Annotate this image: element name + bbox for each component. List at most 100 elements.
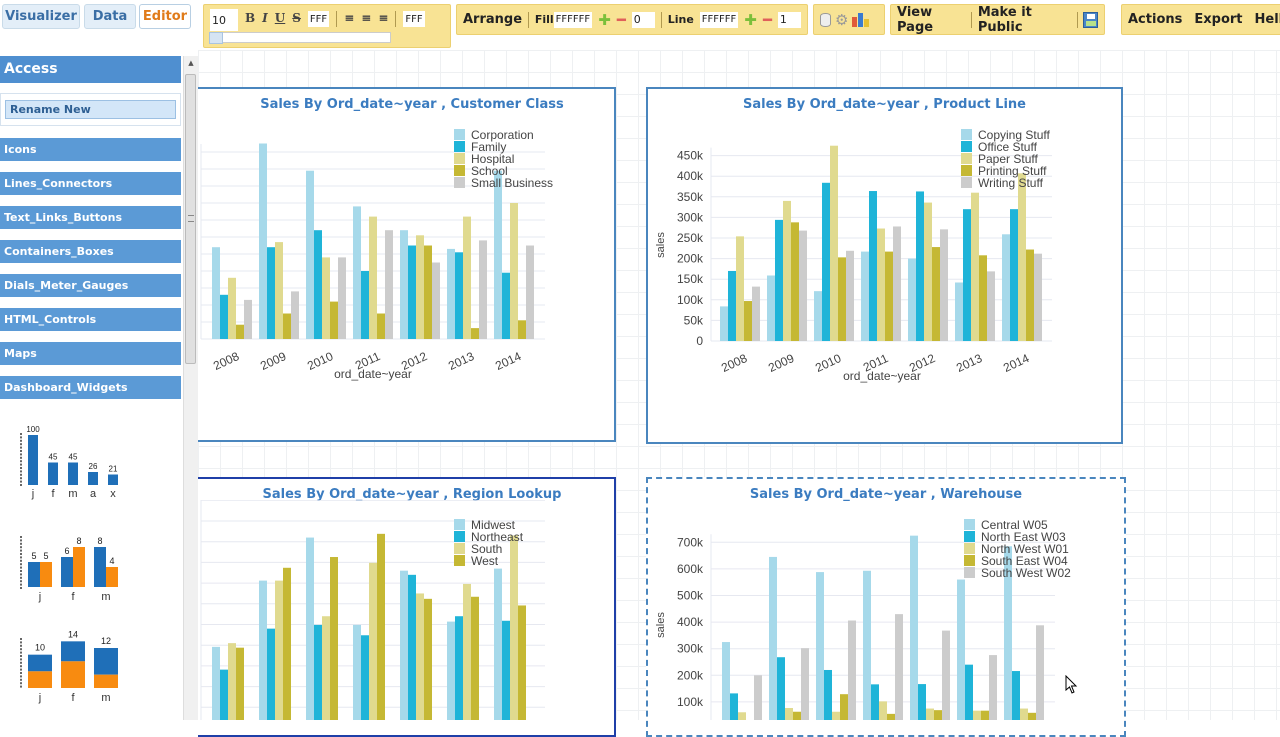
view-page-button[interactable]: View Page	[897, 4, 934, 35]
tab-data[interactable]: Data	[84, 4, 136, 29]
legend-label: South	[471, 542, 502, 556]
legend-swatch	[454, 543, 465, 554]
sidebar-item-icons[interactable]: Icons	[0, 138, 181, 161]
bar-west	[471, 596, 479, 720]
legend-label: Copying Stuff	[978, 128, 1050, 142]
mini-x-label: m	[68, 488, 77, 500]
bar-printing-stuff	[838, 257, 846, 341]
page-toolbar: View Page Make it Public	[890, 4, 1105, 35]
line-width-input[interactable]: 1	[777, 11, 802, 28]
rename-new-button[interactable]: Rename New	[5, 100, 176, 119]
mini-bar	[88, 472, 98, 485]
line-color-input[interactable]: FFFFFF	[699, 11, 739, 28]
bold-button[interactable]: B	[245, 11, 256, 25]
bar-midwest	[306, 537, 314, 720]
actions-menu[interactable]: Actions	[1128, 12, 1183, 27]
bar-copying-stuff	[767, 275, 775, 341]
bar-writing-stuff	[846, 250, 854, 341]
axis-tick	[20, 576, 22, 579]
legend-swatch	[454, 141, 465, 152]
sidebar-item-lines-connectors[interactable]: Lines_Connectors	[0, 172, 181, 195]
legend-swatch	[454, 165, 465, 176]
legend-swatch	[964, 531, 975, 542]
mini-stack-top	[94, 648, 118, 675]
legend-swatch	[454, 531, 465, 542]
bar-north-east-w03	[824, 669, 832, 720]
font-size-input[interactable]: 10	[210, 9, 238, 31]
axis-tick	[20, 450, 22, 452]
fill-plus-icon[interactable]: ✚	[598, 10, 611, 29]
italic-button[interactable]: I	[262, 11, 268, 25]
fill-color-input[interactable]: FFFFFF	[553, 11, 593, 28]
make-public-button[interactable]: Make it Public	[977, 4, 1032, 35]
mini-bar-value: 21	[109, 465, 118, 474]
axis-tick	[20, 682, 22, 685]
axis-tick	[20, 655, 22, 657]
align-right-button[interactable]: ≡	[378, 11, 389, 25]
axis-tick	[20, 672, 22, 674]
legend-swatch	[961, 129, 972, 140]
user-greeting[interactable]: Hello	[1254, 12, 1280, 27]
bar-school	[236, 324, 244, 339]
fill-width-input[interactable]: 0	[631, 11, 655, 28]
axis-tick	[20, 648, 22, 651]
sidebar-item-html-controls[interactable]: HTML_Controls	[0, 308, 181, 331]
legend-swatch	[961, 177, 972, 188]
sidebar-item-maps[interactable]: Maps	[0, 342, 181, 365]
mini-bar-value: 5	[31, 551, 36, 561]
mini-x-label: m	[101, 692, 110, 704]
align-center-button[interactable]: ≡	[361, 11, 372, 25]
save-icon[interactable]	[1083, 11, 1098, 28]
mini-bar-value: 100	[26, 425, 40, 434]
axis-tick	[20, 473, 22, 476]
axis-tick	[20, 559, 22, 562]
legend-label: West	[471, 554, 499, 568]
align-left-button[interactable]: ≡	[344, 11, 355, 25]
legend-swatch	[961, 165, 972, 176]
sidebar-item-dashboard-widgets[interactable]: Dashboard_Widgets	[0, 376, 181, 399]
bar-paper-stuff	[736, 236, 744, 341]
gear-icon[interactable]: ⚙	[835, 10, 849, 29]
axis-tick	[20, 433, 22, 435]
underline-button[interactable]: U	[274, 11, 286, 25]
tab-visualizer[interactable]: Visualizer	[2, 4, 80, 29]
line-minus-icon[interactable]: ━	[762, 10, 772, 29]
bar-copying-stuff	[955, 282, 963, 341]
tab-editor[interactable]: Editor	[139, 4, 191, 29]
bar-chart-product-line: 0 50k 100k 150k 200k 250k 300k 350k 400k 450k 2008…	[655, 128, 1052, 383]
legend-label: North West W01	[981, 542, 1069, 556]
sidebar-item-text-links-buttons[interactable]: Text_Links_Buttons	[0, 206, 181, 229]
font-color-input[interactable]: FFF	[307, 11, 330, 27]
mini-bar	[40, 562, 52, 587]
chart-icon[interactable]	[852, 12, 870, 27]
axis-tick	[20, 570, 22, 572]
line-plus-icon[interactable]: ✚	[744, 10, 757, 29]
slider-handle[interactable]	[209, 32, 223, 44]
opacity-slider[interactable]	[209, 32, 391, 44]
y-tick-label: 600k	[677, 562, 704, 576]
bar-midwest	[212, 646, 220, 720]
legend-swatch	[964, 519, 975, 530]
axis-tick	[20, 563, 22, 566]
bar-small-business	[244, 299, 252, 339]
scrollbar-thumb[interactable]	[185, 74, 196, 364]
sidebar-header-access[interactable]: Access	[0, 56, 181, 83]
arrange-button[interactable]: Arrange	[463, 12, 523, 27]
axis-tick	[20, 644, 22, 647]
export-menu[interactable]: Export	[1194, 12, 1243, 27]
sidebar-item-dials-meter-gauges[interactable]: Dials_Meter_Gauges	[0, 274, 181, 297]
database-icon[interactable]	[820, 12, 831, 27]
y-tick-label: 0	[696, 334, 703, 348]
strikethrough-button[interactable]: S	[292, 11, 301, 25]
text-bg-color-input[interactable]: FFF	[403, 11, 425, 27]
axis-tick	[20, 678, 22, 681]
mini-bar-value: 10	[35, 643, 45, 653]
sidebar-item-containers-boxes[interactable]: Containers_Boxes	[0, 240, 181, 263]
bar-small-business	[432, 262, 440, 339]
y-tick-label: 100k	[677, 695, 704, 709]
scroll-up-arrow-icon[interactable]: ▲	[188, 59, 194, 67]
fill-minus-icon[interactable]: ━	[616, 10, 626, 29]
axis-tick	[20, 641, 22, 644]
bar-central-w05	[910, 535, 918, 720]
